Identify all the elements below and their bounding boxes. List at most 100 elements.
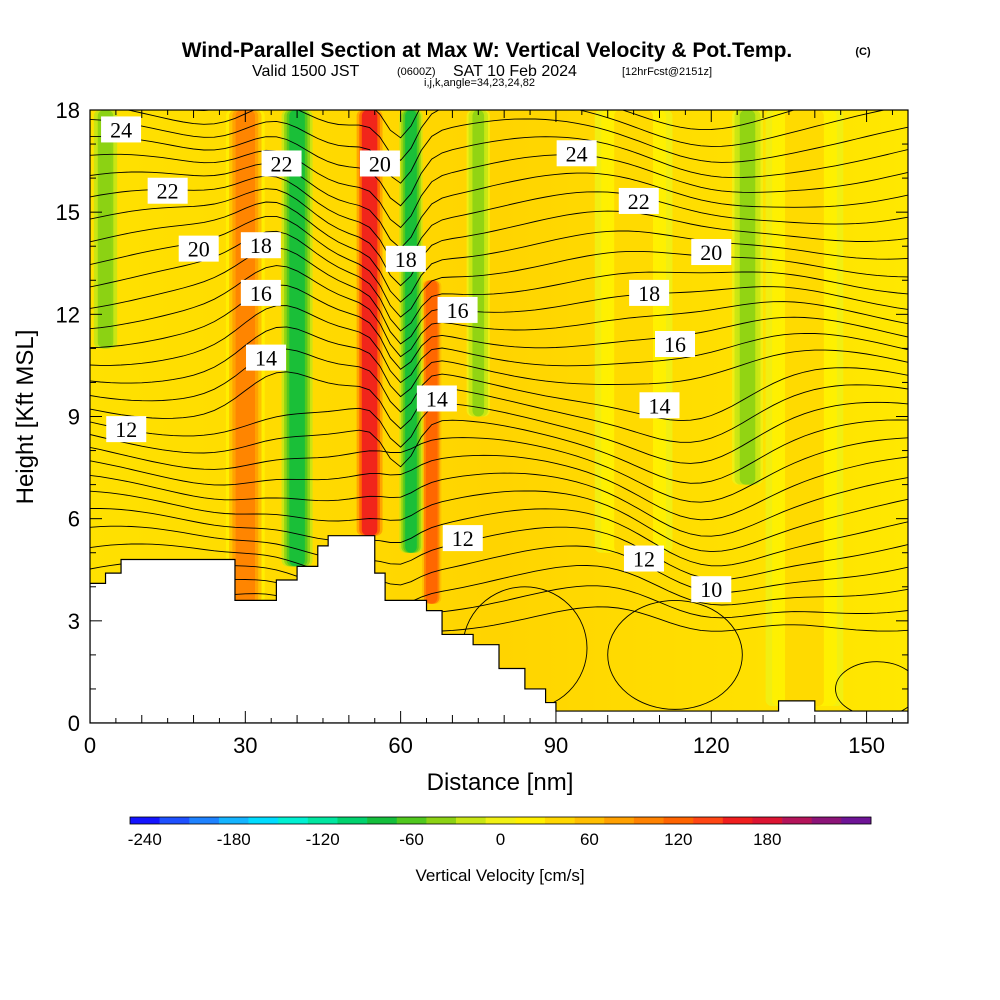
contour-label-box xyxy=(655,330,696,357)
colorbar-swatch xyxy=(752,817,783,824)
theta-contour xyxy=(90,508,908,567)
colorbar-tick-label: -180 xyxy=(217,830,251,849)
contour-label-box xyxy=(639,392,680,419)
forecast-info: [12hrFcst@2151z] xyxy=(622,66,712,78)
theta-contour xyxy=(90,371,908,443)
colorbar-tick-label: -60 xyxy=(399,830,424,849)
contour-label: 12 xyxy=(442,525,483,552)
valid-date: SAT 10 Feb 2024 xyxy=(453,63,577,80)
y-axis-label: Height [Kft MSL] xyxy=(12,330,39,505)
contour-label-box xyxy=(691,576,732,603)
colorbar-swatch xyxy=(248,817,279,824)
contour-label-box xyxy=(385,245,426,272)
y-tick-label: 12 xyxy=(56,302,80,327)
contour-label: 18 xyxy=(629,279,670,306)
theta-contour xyxy=(90,188,908,287)
contour-label: 14 xyxy=(246,344,287,371)
theta-contour xyxy=(90,543,908,593)
theta-contour-closed xyxy=(607,599,743,710)
chart-title: Wind-Parallel Section at Max W: Vertical… xyxy=(182,39,793,62)
plot-area: 24 22 20 18 16 14 12 22 20 18 16 14 12 24 22 20 18 16 14 12… xyxy=(90,110,908,723)
theta-contour xyxy=(90,326,908,398)
contour-label-box xyxy=(556,140,597,167)
colorbar-swatch xyxy=(218,817,249,824)
contour-label-box xyxy=(691,239,732,266)
colorbar-swatch xyxy=(574,817,605,824)
theta-contour xyxy=(90,305,908,384)
x-axis-label: Distance [nm] xyxy=(427,769,574,796)
colorbar-frame xyxy=(129,816,872,825)
theta-contour xyxy=(90,247,908,345)
contour-label: 14 xyxy=(639,392,680,419)
contour-label-text: 20 xyxy=(700,240,722,265)
contour-label-text: 24 xyxy=(110,117,132,142)
x-tick-label: 60 xyxy=(388,733,412,758)
colorbar-swatch xyxy=(278,817,309,824)
colorbar-swatch xyxy=(396,817,427,824)
contour-label: 24 xyxy=(101,116,142,143)
x-tick-label: 90 xyxy=(544,733,568,758)
colorbar-swatch xyxy=(515,817,546,824)
updraft-band xyxy=(614,110,654,553)
x-tick-label: 30 xyxy=(233,733,257,758)
colorbar-ticks: -240 -180 -120 -60 0 60 120 180 xyxy=(128,830,782,849)
x-tick-label: 0 xyxy=(84,733,96,758)
colorbar-swatch xyxy=(722,817,753,824)
contour-label-text: 16 xyxy=(447,298,469,323)
contour-label: 14 xyxy=(416,385,457,412)
theta-contour xyxy=(90,454,908,521)
contour-label: 22 xyxy=(618,187,659,214)
colorbar-tick-label: -240 xyxy=(128,830,162,849)
contour-label-text: 18 xyxy=(250,233,272,258)
updraft-band xyxy=(785,110,824,706)
contour-label-box xyxy=(618,187,659,214)
contour-label-box xyxy=(240,232,281,259)
colorbar-tick-label: -120 xyxy=(306,830,340,849)
contour-label-box xyxy=(147,177,188,204)
theta-contour xyxy=(90,348,908,422)
theta-contour xyxy=(90,118,908,184)
downdraft-band xyxy=(472,110,485,417)
updraft-band xyxy=(425,280,438,604)
y-tick-label: 3 xyxy=(68,609,80,634)
contour-label-text: 24 xyxy=(566,141,588,166)
theta-contour xyxy=(90,437,908,503)
contour-label: 12 xyxy=(106,416,147,443)
colorbar-swatch xyxy=(663,817,694,824)
contour-label-text: 14 xyxy=(426,386,448,411)
colorbar-swatch xyxy=(189,817,220,824)
contour-label-text: 10 xyxy=(700,577,722,602)
potential-temperature-contours xyxy=(90,110,908,717)
downdraft-band xyxy=(289,110,305,567)
colorbar-tick-label: 120 xyxy=(664,830,692,849)
contour-label: 18 xyxy=(385,245,426,272)
contour-label: 24 xyxy=(556,140,597,167)
theta-contour xyxy=(90,149,908,229)
colorbar-swatch xyxy=(693,817,724,824)
theta-contour xyxy=(90,175,908,269)
colorbar-swatch xyxy=(130,817,160,824)
contour-label-box xyxy=(246,344,287,371)
theta-contour xyxy=(90,472,908,537)
contour-label-text: 16 xyxy=(250,281,272,306)
contour-label-text: 20 xyxy=(188,237,210,262)
contour-label: 16 xyxy=(437,296,478,323)
contour-label: 16 xyxy=(655,330,696,357)
colorbar-swatch xyxy=(307,817,338,824)
contour-label-text: 18 xyxy=(395,247,417,272)
colorbar-swatch xyxy=(367,817,398,824)
contour-label-text: 20 xyxy=(369,151,391,176)
contour-label-text: 12 xyxy=(633,547,655,572)
contour-label-text: 12 xyxy=(452,526,474,551)
terrain xyxy=(90,535,908,723)
theta-contour xyxy=(90,162,908,249)
theta-contour xyxy=(90,215,908,318)
downdraft-band xyxy=(405,110,417,553)
contour-label-text: 16 xyxy=(664,332,686,357)
downdraft-band xyxy=(99,110,112,349)
theta-contour xyxy=(90,136,908,207)
contour-label-box xyxy=(442,525,483,552)
colorbar-swatch xyxy=(426,817,457,824)
contour-label: 20 xyxy=(691,239,732,266)
contour-label-box xyxy=(437,296,478,323)
